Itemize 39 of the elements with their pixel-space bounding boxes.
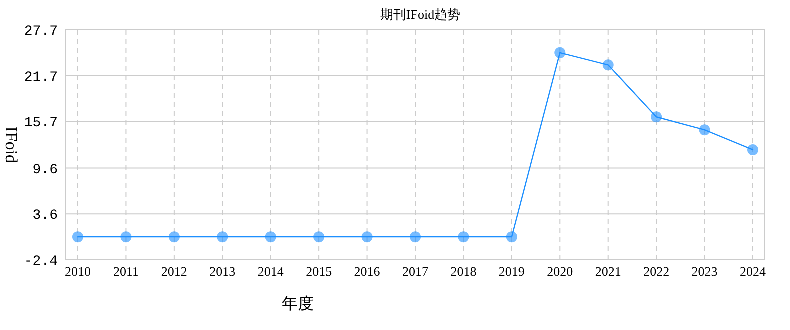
point bbox=[120, 232, 132, 243]
x-tick-label: 2010 bbox=[65, 264, 91, 279]
point bbox=[265, 232, 276, 243]
x-tick-label: 2021 bbox=[595, 264, 622, 279]
x-tick-label: 2015 bbox=[306, 264, 332, 279]
x-tick-label: 2014 bbox=[258, 264, 284, 279]
point bbox=[168, 232, 180, 243]
y-tick-label: 15.7 bbox=[24, 116, 58, 132]
y-axis-title: IFoid bbox=[2, 126, 21, 164]
point bbox=[314, 232, 325, 243]
point bbox=[362, 232, 373, 243]
x-tick-label: 2011 bbox=[113, 264, 139, 279]
point bbox=[748, 144, 758, 156]
point bbox=[602, 60, 614, 71]
x-tick-label: 2016 bbox=[354, 264, 381, 279]
point bbox=[410, 232, 421, 243]
point bbox=[217, 232, 228, 243]
point bbox=[506, 232, 518, 243]
y-tick-label: 27.7 bbox=[24, 24, 58, 40]
y-tick-label: -2.4 bbox=[24, 254, 58, 270]
x-tick-label: 2022 bbox=[644, 264, 670, 279]
point bbox=[651, 112, 662, 123]
point bbox=[699, 124, 710, 136]
x-tick-label: 2013 bbox=[210, 264, 236, 279]
point bbox=[554, 47, 566, 58]
x-tick-label: 2018 bbox=[450, 264, 477, 279]
x-axis-title: 年度 bbox=[282, 295, 314, 313]
y-tick-label: 9.6 bbox=[32, 162, 58, 178]
x-tick-label: 2023 bbox=[692, 264, 718, 279]
x-tick-label: 2020 bbox=[547, 264, 574, 279]
chart-title: 期刊IFoid趋势 bbox=[380, 7, 461, 22]
x-tick-label: 2024 bbox=[740, 264, 766, 279]
y-tick-label: 3.6 bbox=[32, 208, 58, 224]
y-tick-label: 21.7 bbox=[24, 70, 58, 86]
x-tick-label: 2019 bbox=[498, 264, 525, 279]
x-tick-label: 2012 bbox=[161, 264, 188, 279]
point bbox=[72, 232, 84, 243]
point bbox=[458, 232, 470, 243]
x-tick-label: 2017 bbox=[402, 264, 429, 279]
